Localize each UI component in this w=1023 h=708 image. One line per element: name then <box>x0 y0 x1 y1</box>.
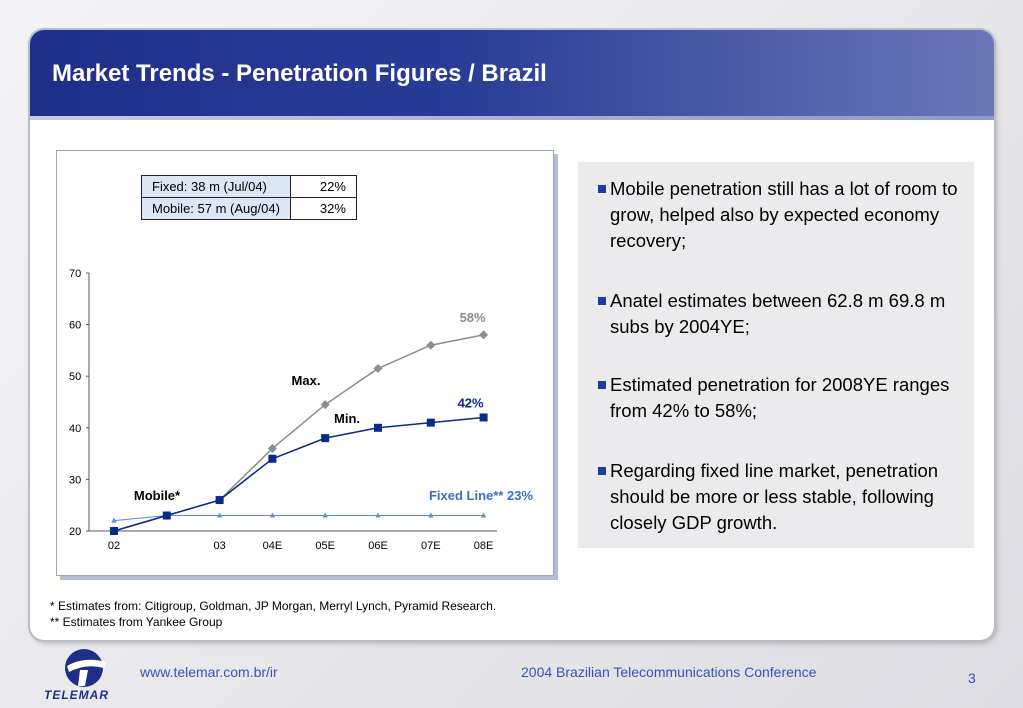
telemar-logo-icon <box>65 649 106 687</box>
table-cell-value: 22% <box>289 175 357 198</box>
y-tick-label: 30 <box>69 474 81 486</box>
table-cell-value: 32% <box>289 197 357 220</box>
y-tick-label: 50 <box>69 371 81 383</box>
table-row: Fixed: 38 m (Jul/04) 22% <box>141 175 357 198</box>
table-cell-label: Fixed: 38 m (Jul/04) <box>141 175 291 198</box>
bullet-panel: Mobile penetration still has a lot of ro… <box>578 162 974 548</box>
data-point-min <box>374 423 382 432</box>
data-point-min <box>162 511 171 520</box>
bullet-item: Mobile penetration still has a lot of ro… <box>598 176 970 254</box>
y-tick-label: 70 <box>69 268 81 280</box>
square-bullet-icon <box>598 185 606 193</box>
data-point-max <box>426 340 436 350</box>
bullet-text: Estimated penetration for 2008YE ranges … <box>610 374 950 421</box>
logo-text: TELEMAR <box>44 688 109 702</box>
y-tick-label: 60 <box>69 320 81 332</box>
page-number: 3 <box>968 670 976 686</box>
data-point-min <box>321 434 330 443</box>
footnotes: * Estimates from: Citigroup, Goldman, JP… <box>50 598 496 630</box>
series-line <box>113 416 484 532</box>
x-tick-label: 08E <box>474 540 494 552</box>
bullet-item: Anatel estimates between 62.8 m 69.8 m s… <box>598 288 970 340</box>
subscriber-table: Fixed: 38 m (Jul/04) 22% Mobile: 57 m (A… <box>141 175 357 220</box>
data-point-max <box>479 330 489 340</box>
data-point-min <box>479 413 488 422</box>
chart-annotation: 42% <box>458 395 484 410</box>
x-tick-label: 05E <box>315 540 335 552</box>
table-cell-label: Mobile: 57 m (Aug/04) <box>141 197 291 220</box>
x-tick-label: 04E <box>263 540 283 552</box>
data-point-fixed <box>428 512 434 518</box>
page-title: Market Trends - Penetration Figures / Br… <box>52 60 547 87</box>
footer-conference: 2004 Brazilian Telecommunications Confer… <box>521 664 817 680</box>
bullet-item: Estimated penetration for 2008YE ranges … <box>598 372 970 424</box>
data-point-max <box>320 400 330 410</box>
title-underline <box>30 116 994 120</box>
series-line <box>113 515 484 522</box>
x-tick-label: 07E <box>421 540 441 552</box>
data-point-fixed <box>269 512 275 518</box>
data-point-min <box>268 454 277 463</box>
footnote: ** Estimates from Yankee Group <box>50 615 223 629</box>
bullet-text: Anatel estimates between 62.8 m 69.8 m s… <box>610 290 946 337</box>
table-row: Mobile: 57 m (Aug/04) 32% <box>141 197 357 220</box>
footer-url-link[interactable]: www.telemar.com.br/ir <box>140 664 278 680</box>
data-point-min <box>215 496 224 505</box>
bullet-text: Mobile penetration still has a lot of ro… <box>610 178 958 251</box>
data-point-fixed <box>481 512 487 518</box>
data-point-fixed <box>111 517 117 523</box>
data-point-fixed <box>322 512 328 518</box>
x-tick-label: 03 <box>213 540 225 552</box>
square-bullet-icon <box>598 467 606 475</box>
chart-annotation: 58% <box>460 310 486 325</box>
data-point-fixed <box>217 512 223 518</box>
data-point-max <box>373 363 383 373</box>
data-point-min <box>110 527 118 535</box>
chart-annotation: Mobile* <box>134 488 181 503</box>
y-tick-label: 40 <box>69 423 81 435</box>
bullet-text: Regarding fixed line market, penetration… <box>610 460 939 533</box>
title-bar: Market Trends - Penetration Figures / Br… <box>30 30 994 116</box>
footnote: * Estimates from: Citigroup, Goldman, JP… <box>50 599 497 613</box>
data-point-max <box>267 443 277 453</box>
x-tick-label: 02 <box>108 540 120 552</box>
penetration-chart: 20 30 40 50 60 70 02 03 04E 05E 06E 07E 08E 58% 42% Max… <box>69 268 533 552</box>
y-tick-label: 20 <box>69 526 81 538</box>
square-bullet-icon <box>598 297 606 305</box>
chart-annotation: Min. <box>334 411 360 426</box>
bullet-item: Regarding fixed line market, penetration… <box>598 458 970 536</box>
chart-panel: 20 30 40 50 60 70 02 03 04E 05E 06E 07E 08E 58% 42% Max… <box>56 150 554 576</box>
x-tick-label: 06E <box>368 540 388 552</box>
chart-annotation: Max. <box>292 373 321 388</box>
data-point-fixed <box>375 512 381 518</box>
chart-annotation: Fixed Line** 23% <box>429 488 533 503</box>
square-bullet-icon <box>598 381 606 389</box>
data-point-min <box>426 418 435 427</box>
